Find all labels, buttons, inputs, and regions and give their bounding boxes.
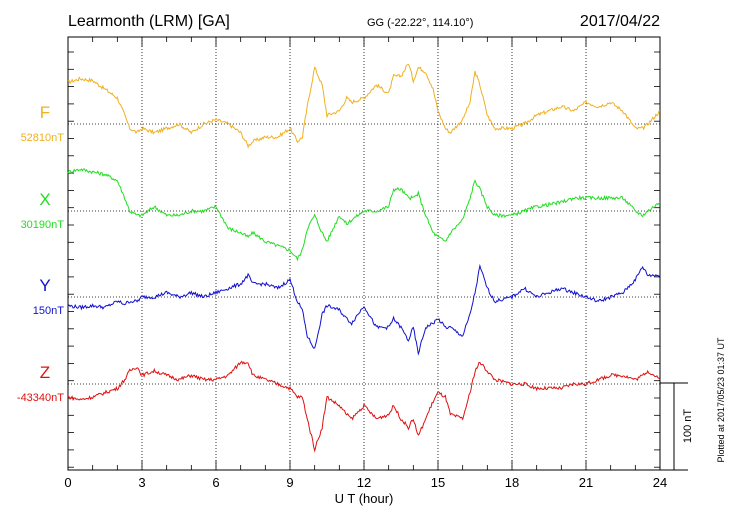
series-name-z: Z [40, 363, 50, 382]
series-lines [67, 63, 661, 453]
series-name-f: F [40, 103, 50, 122]
x-tick-label: 9 [286, 475, 293, 490]
x-tick-label: 21 [579, 475, 593, 490]
x-axis-label: U T (hour) [335, 491, 394, 506]
chart-date: 2017/04/22 [580, 13, 660, 30]
station-coords: GG (-22.22°, 114.10°) [367, 17, 473, 29]
x-tick-label: 0 [64, 475, 71, 490]
series-name-y: Y [39, 276, 50, 295]
scale-bar: 100 nT [660, 382, 694, 471]
series-name-x: X [39, 190, 50, 209]
x-tick-label: 15 [431, 475, 445, 490]
x-tick-label: 24 [653, 475, 667, 490]
series-baseline-y: 150nT [33, 305, 64, 317]
series-line-f [67, 63, 660, 149]
x-tick-label: 12 [357, 475, 371, 490]
x-tick-labels: 0 3 6 9 12 15 18 21 24 [64, 475, 667, 490]
component-labels: F 52810nT X 30190nT Y 150nT Z -43340nT [17, 103, 64, 404]
series-baseline-x: 30190nT [21, 219, 65, 231]
station-title: Learmonth (LRM) [GA] [68, 13, 230, 30]
x-tick-label: 6 [212, 475, 219, 490]
series-baseline-z: -43340nT [17, 392, 64, 404]
series-baseline-f: 52810nT [21, 132, 65, 144]
series-line-x [67, 168, 661, 262]
x-tick-label: 3 [138, 475, 145, 490]
series-line-z [68, 360, 661, 453]
x-tick-label: 18 [505, 475, 519, 490]
scale-label: 100 nT [682, 409, 694, 444]
plotted-note: Plotted at 2017/05/23 01:37 UT [716, 337, 726, 463]
series-line-y [67, 263, 661, 356]
